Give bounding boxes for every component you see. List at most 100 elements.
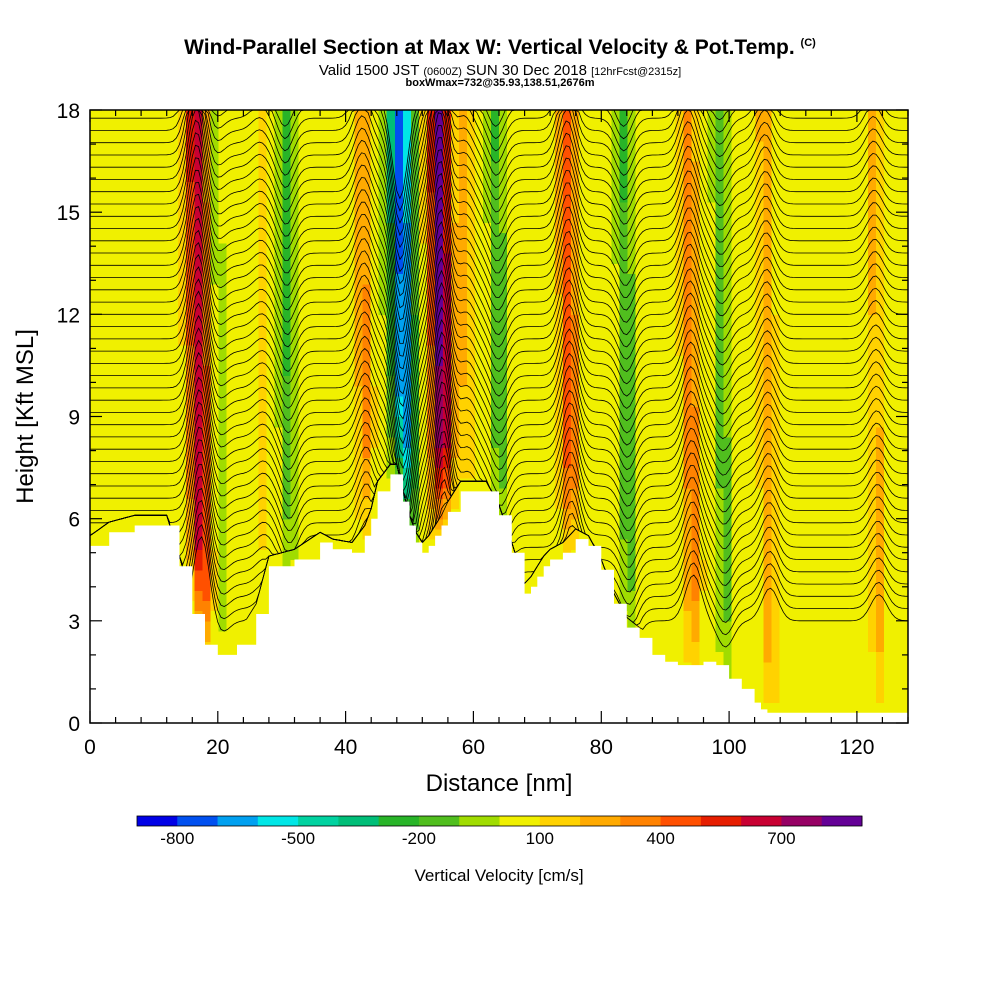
w-cell — [170, 375, 179, 387]
w-cell — [234, 283, 243, 295]
w-cell — [659, 559, 669, 571]
w-cell — [354, 344, 364, 356]
w-cell — [106, 385, 115, 397]
w-cell — [458, 150, 468, 162]
w-cell — [394, 293, 404, 305]
w-cell — [258, 242, 268, 254]
w-cell — [723, 324, 733, 336]
w-cell — [466, 273, 476, 285]
w-cell — [114, 283, 123, 295]
w-cell — [667, 212, 677, 223]
w-cell — [466, 344, 476, 356]
w-cell — [611, 304, 620, 315]
w-cell — [715, 579, 725, 591]
w-cell — [490, 426, 500, 438]
w-cell — [619, 293, 628, 305]
w-cell — [587, 130, 596, 142]
w-cell — [539, 242, 548, 254]
w-cell — [523, 283, 532, 295]
w-cell — [250, 569, 260, 581]
w-cell — [378, 191, 388, 203]
w-cell — [402, 110, 412, 121]
w-cell — [290, 273, 300, 285]
w-cell — [154, 283, 163, 295]
w-cell — [114, 426, 123, 438]
w-cell — [587, 375, 596, 387]
w-cell — [250, 416, 260, 428]
w-cell — [226, 620, 235, 632]
w-cell — [242, 436, 251, 448]
w-cell — [250, 344, 260, 356]
w-cell — [266, 212, 276, 223]
w-cell — [146, 191, 155, 203]
w-cell — [515, 324, 524, 336]
w-cell — [547, 508, 556, 520]
w-cell — [563, 120, 572, 132]
w-cell — [234, 569, 243, 581]
w-cell — [747, 436, 757, 448]
w-cell — [659, 171, 669, 183]
w-cell — [370, 171, 380, 183]
w-cell — [242, 467, 251, 479]
w-cell — [306, 385, 316, 397]
w-cell — [154, 385, 163, 397]
w-cell — [651, 242, 660, 254]
w-cell — [378, 416, 388, 428]
w-cell — [298, 130, 308, 142]
w-cell — [370, 181, 380, 193]
w-cell — [178, 436, 187, 448]
w-cell — [298, 406, 308, 418]
w-cell — [226, 498, 235, 510]
w-cell — [234, 253, 243, 264]
w-cell — [322, 110, 332, 121]
w-cell — [603, 181, 612, 193]
w-cell — [234, 426, 243, 438]
w-cell — [563, 385, 572, 397]
w-cell — [507, 314, 516, 326]
w-cell — [643, 314, 652, 326]
w-cell — [210, 600, 219, 612]
w-cell — [426, 140, 436, 152]
w-cell — [474, 212, 484, 223]
w-cell — [162, 314, 171, 326]
w-cell — [611, 579, 620, 591]
w-cell — [282, 283, 292, 295]
w-cell — [539, 477, 548, 489]
w-cell — [202, 579, 211, 591]
w-cell — [547, 120, 556, 132]
w-cell — [707, 416, 717, 428]
w-cell — [619, 355, 628, 367]
w-cell — [178, 263, 187, 275]
w-cell — [178, 355, 187, 367]
w-cell — [579, 293, 588, 305]
w-cell — [98, 140, 107, 152]
w-cell — [250, 477, 260, 489]
w-cell — [298, 518, 308, 530]
w-cell — [258, 201, 268, 213]
w-cell — [290, 416, 300, 428]
w-cell — [547, 375, 556, 387]
w-cell — [731, 620, 741, 632]
w-cell — [122, 375, 131, 387]
w-cell — [731, 314, 741, 326]
w-cell — [354, 212, 364, 223]
w-cell — [587, 181, 596, 193]
w-cell — [138, 385, 147, 397]
w-cell — [587, 406, 596, 418]
w-cell — [539, 273, 548, 285]
w-cell — [178, 477, 187, 489]
w-cell — [490, 355, 500, 367]
w-cell — [723, 232, 733, 244]
w-cell — [274, 559, 284, 571]
w-cell — [563, 293, 572, 305]
w-cell — [667, 365, 677, 377]
w-cell — [531, 365, 540, 377]
w-cell — [186, 222, 195, 234]
w-cell — [234, 171, 243, 183]
w-cell — [90, 232, 99, 244]
w-cell — [258, 130, 268, 142]
w-cell — [194, 150, 203, 162]
w-cell — [370, 283, 380, 295]
w-cell — [354, 324, 364, 336]
w-cell — [699, 273, 709, 285]
